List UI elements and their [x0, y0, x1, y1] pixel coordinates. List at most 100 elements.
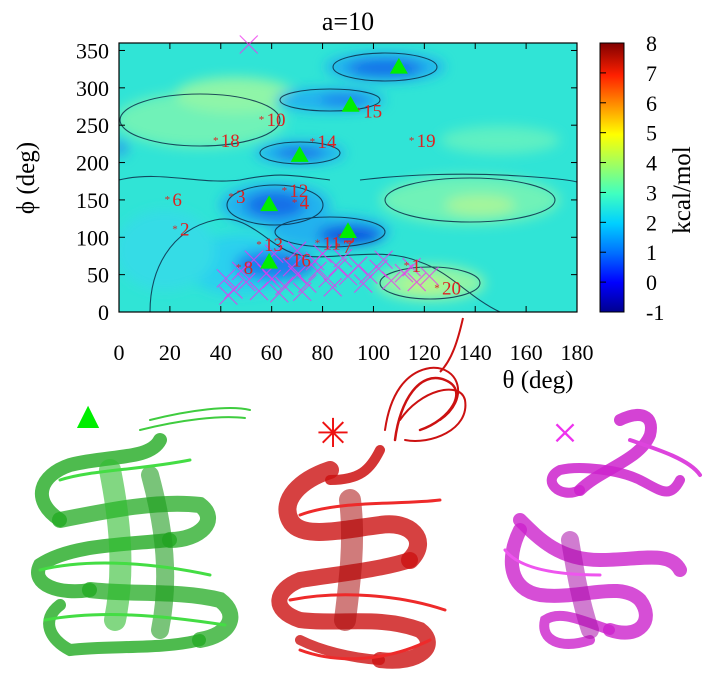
structure-star-icon: *: [228, 191, 234, 203]
x-tick-label: 140: [459, 340, 492, 365]
y-tick-label: 200: [76, 151, 109, 176]
structure-label: 4: [300, 193, 310, 214]
chart-title: a=10: [322, 7, 374, 36]
misfolded-structure-image: [503, 409, 702, 649]
colorbar-tick-label: -1: [646, 300, 664, 325]
x-tick-label: 80: [312, 340, 334, 365]
structure-label: 18: [221, 131, 240, 152]
x-tick-label: 20: [159, 340, 181, 365]
structure-marker: * 7: [335, 237, 352, 258]
structure-marker: * 4: [292, 193, 310, 214]
misfolded-marker: [374, 250, 394, 270]
structure-star-icon: *: [310, 136, 316, 148]
misfolded-marker: [244, 250, 264, 270]
misfolded-marker: [216, 268, 236, 288]
structure-marker: * 2: [172, 219, 189, 240]
minimum-triangle: [339, 222, 357, 239]
misfolded-marker: [402, 257, 422, 277]
structure-star-icon: *: [434, 282, 440, 294]
structure-label: 2: [180, 219, 190, 240]
misfolded-marker: [333, 248, 353, 268]
misfolded-marker: [323, 277, 343, 297]
structure-label: 7: [343, 237, 353, 258]
y-tick-label: 150: [76, 188, 109, 213]
minimum-triangle: [341, 96, 360, 112]
structure-label: 1: [412, 256, 422, 277]
minimum-triangle: [290, 146, 309, 162]
misfolded-marker: [269, 283, 289, 303]
unfolded-structure-image: [271, 366, 467, 669]
x-tick-label: 40: [210, 340, 232, 365]
structure-label: 10: [266, 110, 285, 131]
misfolded-marker: [239, 35, 259, 54]
plot-area: [118, 42, 578, 313]
misfolded-marker: [236, 272, 256, 292]
misfolded-markers: [216, 35, 439, 305]
y-axis-ticks: 0 50 100 150 200 250 300 350: [76, 38, 577, 325]
folded-legend-icon: ▲: [69, 395, 107, 437]
y-axis-label: ϕ (deg): [13, 142, 40, 214]
misfolded-marker: [224, 280, 243, 300]
structure-star-icon: *: [172, 223, 178, 235]
structure-label: 15: [363, 101, 382, 122]
minimum-triangle: [260, 252, 279, 269]
structure-star-icon: *: [335, 241, 341, 253]
structure-star-icon: *: [292, 197, 298, 209]
misfolded-marker: [231, 261, 251, 281]
colorbar-tick-label: 2: [646, 210, 657, 235]
structure-star-icon: *: [404, 260, 410, 272]
colorbar-tick-label: 6: [646, 91, 657, 116]
y-tick-label: 350: [76, 38, 109, 63]
colorbar-tick-label: 0: [646, 270, 657, 295]
misfolded-marker: [353, 274, 373, 294]
structure-star-icon: *: [282, 185, 288, 197]
structure-marker: * 19: [409, 131, 436, 152]
misfolded-marker: [313, 244, 332, 264]
misfolded-marker: [328, 257, 348, 277]
minimum-triangle: [389, 57, 408, 74]
y-tick-label: 100: [76, 225, 109, 250]
x-tick-label: 60: [261, 340, 283, 365]
structure-star-icon: *: [256, 239, 262, 251]
colorbar-tick-label: 4: [646, 151, 657, 176]
misfolded-marker: [318, 268, 338, 288]
misfolded-marker: [407, 272, 427, 292]
y-tick-label: 300: [76, 76, 109, 101]
structure-label: 16: [292, 251, 311, 272]
folded-structure-image: [31, 407, 251, 657]
x-tick-label: 100: [357, 340, 390, 365]
structure-marker: * 1: [404, 256, 421, 277]
colorbar-tick-label: 7: [646, 61, 657, 86]
x-tick-label: 120: [408, 340, 441, 365]
misfolded-marker: [297, 274, 317, 294]
colorbar-ticks: -1 0 1 2 3 4 5 6 7 8: [600, 31, 664, 325]
structure-label: 13: [264, 235, 283, 256]
misfolded-legend-icon: ×: [552, 407, 578, 458]
misfolded-marker: [292, 282, 312, 302]
structure-marker: * 3: [228, 187, 245, 208]
structure-marker: * 10: [259, 110, 286, 131]
x-tick-label: 160: [510, 340, 543, 365]
structure-label: 6: [172, 190, 182, 211]
colorbar-tick-label: 1: [646, 240, 657, 265]
colorbar-label: kcal/mol: [669, 146, 696, 234]
y-tick-label: 250: [76, 113, 109, 138]
misfolded-marker: [287, 241, 307, 261]
colorbar-tick-label: 8: [646, 31, 657, 56]
x-axis-label: θ (deg): [503, 367, 574, 394]
structure-marker: * 20: [434, 278, 461, 299]
structure-marker: * 11: [315, 234, 341, 255]
structure-label: 19: [417, 131, 436, 152]
folded-minima-markers: [260, 57, 408, 269]
structure-label: 20: [442, 278, 461, 299]
misfolded-marker: [218, 286, 238, 305]
misfolded-marker: [358, 265, 378, 285]
y-tick-label: 50: [87, 263, 109, 288]
heatmap-field: [119, 43, 577, 312]
structure-star-icon: *: [315, 238, 321, 250]
structure-star-icon: *: [409, 135, 415, 147]
structure-star-icon: *: [165, 194, 171, 206]
structure-label: 12: [289, 181, 308, 202]
x-axis-ticks: 0 20 40 60 80 100 120 140 160 180: [114, 43, 594, 365]
